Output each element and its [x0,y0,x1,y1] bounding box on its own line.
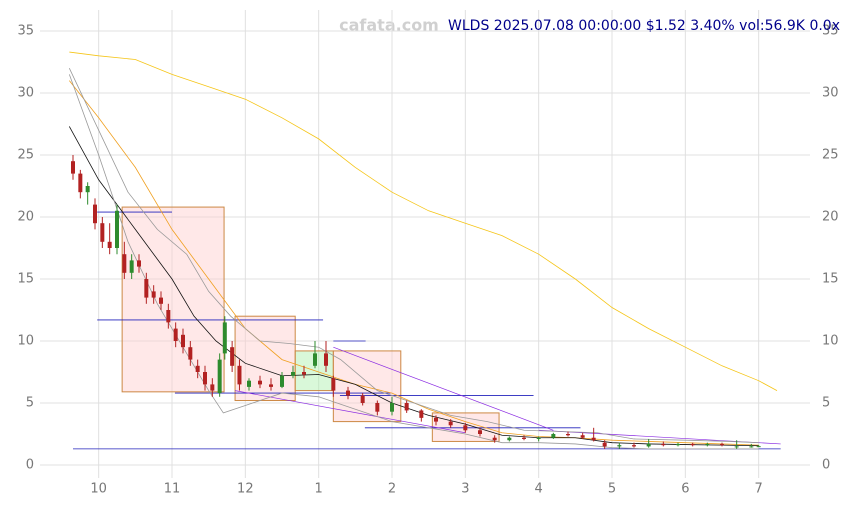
candle-body [602,442,607,447]
candle-body [661,443,666,446]
candle-body [419,410,424,418]
y-tick-label: 0 [26,458,34,473]
candle-body [756,446,761,448]
x-tick-label: 11 [164,482,181,497]
y-tick-label-right: 10 [822,334,839,349]
y-tick-label: 35 [17,24,34,39]
y-tick-label-right: 5 [822,396,830,411]
candle-body [720,443,724,446]
candle-body [536,437,541,439]
y-tick-label: 5 [26,396,34,411]
candle-body [676,443,680,446]
candle-body [151,291,156,298]
candle-body [591,437,596,441]
trend-line [333,346,554,431]
candle-body [129,260,134,273]
candle-body [230,347,235,366]
candle-body [478,430,482,434]
candle-body [507,437,512,441]
candle-body [302,372,306,375]
candle-body [181,334,185,348]
candle-body [346,390,350,396]
candle-body [580,435,585,438]
trend-line [235,390,466,434]
candle-body [203,372,207,385]
x-tick-label: 3 [461,482,469,497]
candle-body [324,353,328,366]
indicator-line [69,51,778,391]
candle-body [85,186,90,193]
y-tick-label: 30 [17,86,34,101]
candle-body [222,322,227,354]
candle-body [632,445,636,447]
candle-body [107,241,112,248]
y-tick-label-right: 0 [822,458,830,473]
candle-body [258,380,262,385]
candle-body [551,434,556,438]
candle-body [280,375,284,387]
candle-body [159,297,163,304]
candle-body [247,380,251,387]
candle-body [331,378,336,391]
candle-body [291,372,295,376]
indicator-line [69,80,759,446]
candle-body [463,425,468,431]
y-tick-label-right: 30 [822,86,839,101]
indicator-line [68,68,759,444]
candle-body [93,204,97,224]
candle-body [390,403,394,412]
candle-body [188,347,193,360]
x-tick-label: 7 [755,482,763,497]
candle-body [749,446,754,448]
candle-body [492,437,497,441]
y-tick-label: 15 [17,272,34,287]
x-tick-label: 6 [681,482,689,497]
candle-body [144,279,149,298]
y-tick-label: 20 [17,210,34,225]
candle-body [617,445,622,447]
y-tick-label-right: 35 [822,24,839,39]
x-tick-label: 4 [535,482,543,497]
candle-body [522,437,526,439]
candle-body [269,384,273,387]
zone-box [121,206,225,393]
y-tick-label-right: 25 [822,148,839,163]
y-tick-label-right: 20 [822,210,839,225]
candle-body [404,403,409,411]
chart-title: WLDS 2025.07.08 00:00:00 $1.52 3.40% vol… [448,18,840,34]
candle-body [734,446,739,448]
y-tick-label-right: 15 [822,272,839,287]
candle-body [78,173,83,193]
y-tick-label: 25 [17,148,34,163]
x-tick-label: 1 [315,482,323,497]
candle-body [115,210,119,248]
candle-body [137,260,141,267]
watermark: cafata.com [339,16,439,35]
candle-body [237,365,242,385]
x-tick-label: 5 [608,482,616,497]
candle-body [434,417,438,422]
x-tick-label: 2 [388,482,396,497]
candle-body [448,421,453,426]
candle-body [705,443,710,446]
candle-body [690,443,695,446]
candle-body [217,359,222,394]
y-tick-label: 10 [17,334,34,349]
candle-body [166,310,171,323]
candle-body [195,365,200,372]
candle-body [566,434,570,436]
x-tick-label: 12 [237,482,254,497]
candle-body [375,403,380,412]
candle-body [313,353,317,366]
candle-body [646,443,651,447]
candle-body [100,223,105,242]
candle-body [122,254,127,273]
candle-body [210,384,215,391]
zone-box [234,315,296,402]
candle-body [71,161,75,174]
candle-body [360,395,365,403]
candle-body [173,328,178,341]
x-tick-label: 10 [90,482,107,497]
